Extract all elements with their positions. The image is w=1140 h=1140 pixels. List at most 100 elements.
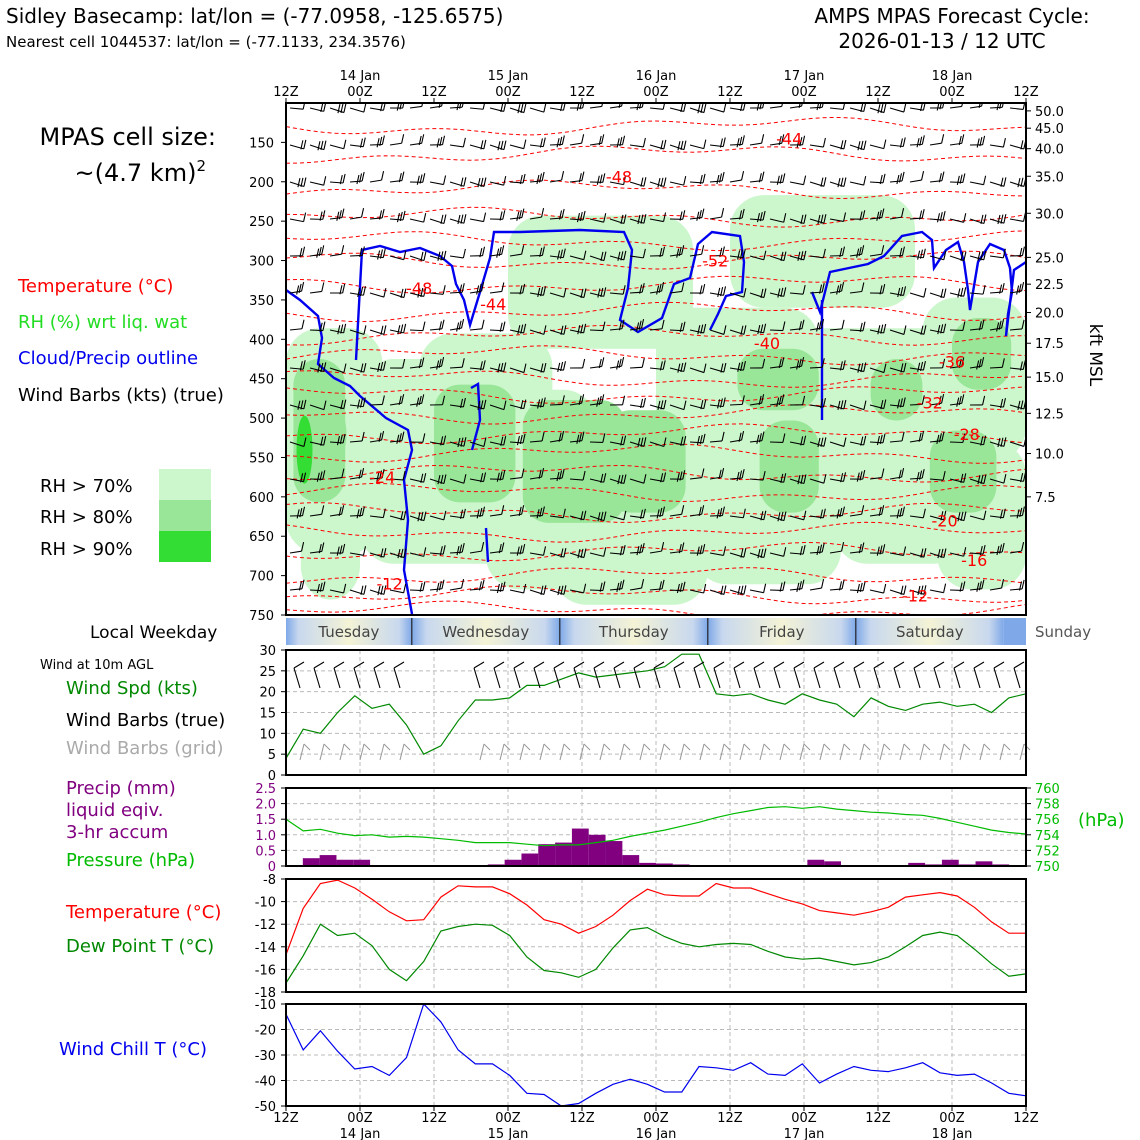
upper-wind-barb-flag xyxy=(838,283,842,293)
upper-wind-barb-flag xyxy=(1021,579,1025,590)
temperature-contour xyxy=(286,464,1026,483)
upper-wind-barb xyxy=(709,329,725,335)
upper-wind-barb-flag xyxy=(697,104,701,114)
upper-wind-barb-flag xyxy=(836,509,840,519)
upper-wind-barb-flag xyxy=(658,283,662,293)
temperature-contour xyxy=(286,345,1026,366)
weekday-band xyxy=(855,618,1004,645)
surface-wind-barb-flag xyxy=(553,661,565,669)
temperature-contour xyxy=(286,443,1026,464)
upper-wind-barb-flag xyxy=(797,251,801,261)
upper-wind-barb-flag xyxy=(443,175,447,185)
grid-wind-barb-flag xyxy=(503,743,511,751)
upper-wind-barb xyxy=(869,144,884,150)
grid-wind-barb xyxy=(759,743,765,761)
upper-wind-barb-flag xyxy=(463,474,467,484)
upper-wind-barb-flag xyxy=(561,430,565,441)
upper-wind-barb-flag xyxy=(661,506,666,516)
upper-wind-barb-flag xyxy=(477,178,481,188)
upper-wind-barb-flag xyxy=(876,546,880,556)
upper-wind-barb-flag xyxy=(299,507,303,518)
upper-wind-barb-flag xyxy=(362,546,367,556)
upper-wind-barb-flag xyxy=(500,103,504,113)
upper-wind-barb-flag xyxy=(698,210,702,220)
upper-wind-barb-flag xyxy=(937,549,941,559)
upper-wind-barb-flag xyxy=(358,469,362,479)
grid-wind-barb xyxy=(519,743,525,761)
upper-wind-barb-flag xyxy=(943,250,947,260)
upper-wind-barb-flag xyxy=(819,544,823,554)
upper-wind-barb-flag xyxy=(800,436,804,446)
upper-wind-barb-flag xyxy=(499,211,503,221)
upper-wind-barb-flag xyxy=(980,214,984,224)
upper-wind-barb-flag xyxy=(480,177,484,187)
upper-wind-barb-flag xyxy=(378,470,383,480)
upper-wind-barb-flag xyxy=(999,284,1003,294)
upper-wind-barb-flag xyxy=(718,469,722,479)
panel-ytick-label: -12 xyxy=(255,918,276,933)
upper-wind-barb-flag xyxy=(441,103,443,107)
upper-wind-barb-flag xyxy=(823,214,827,224)
upper-wind-barb-flag xyxy=(501,542,505,552)
upper-wind-barb xyxy=(469,218,484,223)
grid-wind-barb-flag xyxy=(803,743,811,751)
precip-bar xyxy=(353,859,371,866)
grid-wind-barb-flag xyxy=(363,743,371,751)
upper-wind-barb-flag xyxy=(342,543,346,554)
upper-wind-barb-flag xyxy=(800,251,804,261)
upper-wind-barb-flag xyxy=(680,362,684,373)
upper-wind-barb-flag xyxy=(497,141,501,151)
upper-wind-barb xyxy=(809,255,824,259)
upper-wind-barb-flag xyxy=(1020,140,1024,150)
upper-wind-barb xyxy=(449,478,465,484)
pressure-tick-label: 600 xyxy=(249,491,274,506)
upper-wind-barb-flag xyxy=(380,548,384,558)
upper-wind-barb-flag xyxy=(882,284,886,294)
upper-wind-barb-flag xyxy=(921,468,925,479)
upper-wind-barb-flag xyxy=(496,583,500,594)
upper-wind-barb-flag xyxy=(400,288,404,298)
upper-wind-barb-flag xyxy=(900,363,904,373)
upper-wind-barb-flag xyxy=(456,103,460,111)
upper-wind-barb xyxy=(549,515,564,519)
upper-wind-barb-flag xyxy=(338,210,342,220)
upper-wind-barb-flag xyxy=(920,548,924,558)
upper-wind-barb-flag xyxy=(976,582,980,592)
upper-wind-barb xyxy=(629,366,643,369)
upper-wind-barb-flag xyxy=(782,173,786,183)
upper-wind-barb-flag xyxy=(460,177,464,187)
kft-tick-label: 40.0 xyxy=(1035,143,1064,158)
upper-wind-barb-flag xyxy=(436,582,440,592)
upper-wind-barb-flag xyxy=(482,103,486,110)
upper-wind-barb-flag xyxy=(1019,507,1023,518)
upper-wind-barb-flag xyxy=(783,213,787,223)
upper-wind-barb-flag xyxy=(523,363,527,373)
upper-wind-barb-flag xyxy=(581,431,585,441)
grid-wind-barb xyxy=(819,743,825,761)
upper-wind-barb xyxy=(989,478,1005,484)
upper-wind-barb-flag xyxy=(759,103,762,110)
upper-wind-barb xyxy=(909,292,925,298)
upper-wind-barb-flag xyxy=(719,398,723,408)
upper-wind-barb-flag xyxy=(1003,214,1007,224)
upper-wind-barb xyxy=(509,477,522,480)
upper-wind-barb-flag xyxy=(660,473,664,483)
upper-wind-barb xyxy=(1009,328,1023,331)
upper-wind-barb xyxy=(649,218,664,223)
upper-wind-barb-flag xyxy=(841,319,845,329)
upper-wind-barb-flag xyxy=(962,433,966,443)
grid-wind-barb xyxy=(579,743,585,761)
kft-axis: 50.045.040.035.030.025.022.520.017.515.0… xyxy=(1026,105,1064,506)
upper-wind-barb-flag xyxy=(963,213,967,223)
upper-wind-barb-flag xyxy=(542,137,546,147)
surface-wind-barb xyxy=(673,667,681,689)
upper-wind-barb-flag xyxy=(858,544,862,554)
upper-wind-barb-flag xyxy=(783,287,787,297)
upper-wind-barb xyxy=(749,142,762,146)
upper-wind-barb xyxy=(569,589,584,594)
upper-wind-barb-flag xyxy=(643,474,647,484)
upper-wind-barb-flag xyxy=(577,549,581,559)
upper-wind-barb-flag xyxy=(1018,283,1022,293)
top-time-tick-label: 12Z xyxy=(273,85,299,100)
upper-wind-barb-flag xyxy=(480,473,484,483)
